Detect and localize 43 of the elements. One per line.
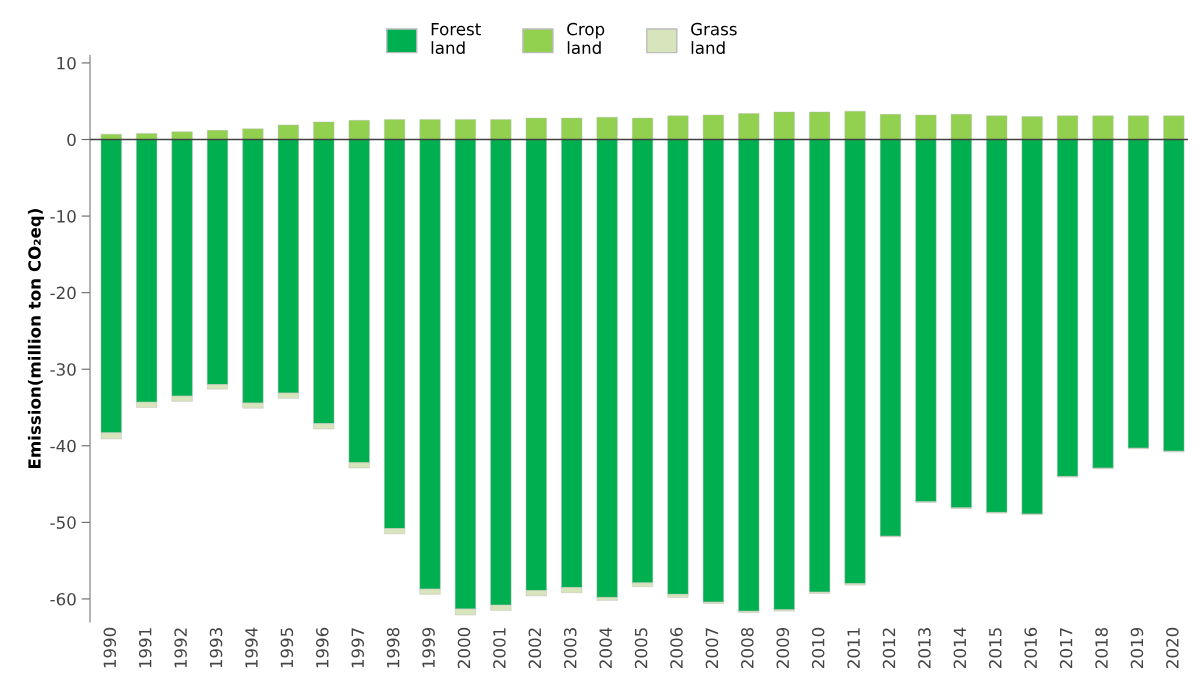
x-tick-label: 2020 <box>1166 627 1179 668</box>
x-tick-label: 2018 <box>1095 627 1108 668</box>
x-tick-label: 2007 <box>705 628 719 668</box>
x-tick-label: 1994 <box>245 627 258 668</box>
y-tick-label: 0 <box>67 133 76 147</box>
x-tick-label: 2005 <box>634 628 648 668</box>
x-tick-label: 2014 <box>953 627 967 668</box>
x-tick-label: 2016 <box>1024 627 1037 668</box>
legend-label: Forest land <box>431 23 481 55</box>
x-tick-label: 2013 <box>918 628 931 668</box>
x-tick-label: 2009 <box>776 627 790 668</box>
x-tick-label: 2006 <box>670 627 683 668</box>
y-axis-title: Emission(million ton CO₂eq) <box>27 209 45 469</box>
x-tick-label: 2001 <box>493 628 506 668</box>
x-tick-label: 2010 <box>811 627 825 668</box>
x-tick-label: 2003 <box>563 628 577 668</box>
x-tick-label: 1995 <box>280 628 294 668</box>
x-tick-label: 1991 <box>138 628 152 668</box>
x-tick-label: 2002 <box>528 628 542 668</box>
y-tick-label: -40 <box>50 439 76 453</box>
y-tick-label: -30 <box>50 363 76 376</box>
x-tick-label: 2017 <box>1059 628 1073 668</box>
x-tick-label: 2004 <box>599 627 612 668</box>
x-tick-label: 2015 <box>988 628 1002 668</box>
x-tick-label: 1993 <box>209 628 223 668</box>
x-tick-label: 2000 <box>457 627 471 668</box>
x-tick-label: 1996 <box>316 627 329 668</box>
y-tick-label: -60 <box>50 592 76 606</box>
y-tick-label: -20 <box>50 286 76 300</box>
y-tick-label: 10 <box>57 56 76 70</box>
x-tick-label: 1990 <box>103 627 117 668</box>
x-tick-label: 1992 <box>174 628 187 668</box>
y-tick-label: -10 <box>50 210 76 223</box>
x-tick-label: 2011 <box>847 628 860 668</box>
x-tick-label: 1999 <box>422 627 435 668</box>
x-tick-label: 1998 <box>386 627 400 668</box>
legend-label: Grass land <box>691 22 737 55</box>
legend-label: Crop land <box>567 22 605 55</box>
x-tick-label: 2008 <box>741 627 754 668</box>
y-tick-label: -50 <box>50 516 76 529</box>
x-tick-label: 2019 <box>1130 627 1144 668</box>
x-tick-label: 1997 <box>351 628 365 668</box>
x-tick-label: 2012 <box>882 628 896 668</box>
